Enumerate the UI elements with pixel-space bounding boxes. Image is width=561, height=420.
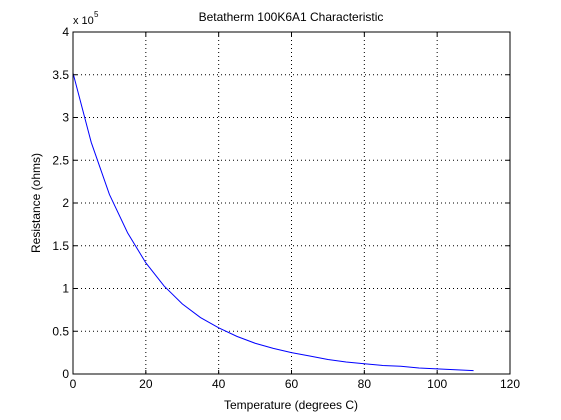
x-axis-label: Temperature (degrees C) bbox=[224, 398, 358, 412]
y-exponent-label: x 10 5 bbox=[73, 10, 99, 27]
series-line bbox=[72, 72, 474, 372]
y-tick-label: 2 bbox=[62, 196, 69, 210]
y-tick-label: 1 bbox=[62, 282, 69, 296]
x-tick-label: 0 bbox=[70, 377, 77, 391]
x-tick-labels: 0 20 40 60 80 100 120 bbox=[70, 377, 521, 391]
y-tick-labels: 0 0.5 1 1.5 2 2.5 3 3.5 4 bbox=[52, 25, 69, 381]
y-tick-label: 3 bbox=[62, 111, 69, 125]
x-tick-label: 40 bbox=[212, 377, 226, 391]
y-tick-label: 1.5 bbox=[52, 239, 69, 253]
y-exponent-power: 5 bbox=[94, 10, 99, 19]
x-tick-label: 120 bbox=[500, 377, 520, 391]
y-tick-label: 3.5 bbox=[52, 68, 69, 82]
x-tick-label: 80 bbox=[358, 377, 372, 391]
series-group bbox=[72, 72, 474, 372]
plot-area bbox=[73, 32, 510, 374]
y-tick-label: 4 bbox=[62, 25, 69, 39]
y-tick-label: 2.5 bbox=[52, 153, 69, 167]
y-tick-label: 0.5 bbox=[52, 324, 69, 338]
tick-marks bbox=[72, 31, 511, 375]
x-tick-label: 60 bbox=[285, 377, 299, 391]
y-exponent-base: x 10 bbox=[73, 15, 94, 27]
x-tick-label: 20 bbox=[139, 377, 153, 391]
y-axis-label: Resistance (ohms) bbox=[29, 153, 43, 253]
chart-title: Betatherm 100K6A1 Characteristic bbox=[199, 10, 384, 24]
x-tick-label: 100 bbox=[427, 377, 447, 391]
y-tick-label: 0 bbox=[62, 367, 69, 381]
grid-lines bbox=[73, 32, 510, 374]
